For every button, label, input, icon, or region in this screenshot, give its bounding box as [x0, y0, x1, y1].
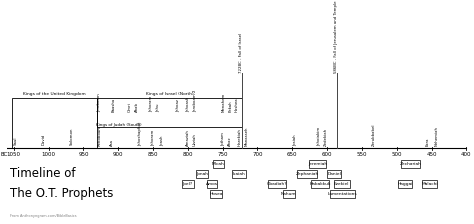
Text: David: David [42, 134, 46, 145]
Text: Saul: Saul [14, 137, 18, 145]
Text: Ahaz: Ahaz [228, 137, 232, 146]
Text: Kings of Judah (South): Kings of Judah (South) [96, 123, 142, 127]
Text: Jeremiah: Jeremiah [308, 162, 327, 166]
Text: Micah: Micah [212, 162, 225, 166]
Text: Jehu: Jehu [156, 104, 161, 112]
Text: Kings of the United Kingdom: Kings of the United Kingdom [23, 92, 85, 96]
Bar [12, 98, 97, 148]
FancyBboxPatch shape [334, 180, 350, 188]
Text: 450: 450 [426, 152, 437, 157]
Text: 600: 600 [322, 152, 332, 157]
Text: 850: 850 [148, 152, 158, 157]
Text: 722BC - Fall of Israel: 722BC - Fall of Israel [239, 32, 243, 73]
Text: Zerubbabel: Zerubbabel [372, 124, 376, 146]
Text: Jehoash: Jehoash [186, 97, 190, 112]
Text: Habakkuk: Habakkuk [310, 182, 331, 186]
Text: 550: 550 [356, 152, 367, 157]
Text: Haggai: Haggai [397, 182, 413, 186]
Text: Hosea: Hosea [210, 192, 223, 196]
Text: Manasseh: Manasseh [245, 127, 249, 146]
Text: Joel?: Joel? [183, 182, 193, 186]
Text: 800: 800 [182, 152, 193, 157]
Text: Jeroboam: Jeroboam [97, 93, 101, 112]
Text: Josiah: Josiah [293, 134, 297, 146]
Text: Amos: Amos [206, 182, 218, 186]
Text: 900: 900 [113, 152, 124, 157]
Text: Amaziah: Amaziah [186, 129, 190, 146]
Text: Joash: Joash [160, 136, 164, 146]
Text: Zephaniah: Zephaniah [295, 172, 319, 176]
Text: Nehemiah: Nehemiah [435, 126, 439, 146]
FancyBboxPatch shape [398, 180, 412, 188]
Text: Daniel: Daniel [327, 172, 341, 176]
FancyBboxPatch shape [401, 160, 420, 168]
Text: Isaiah: Isaiah [233, 172, 246, 176]
Text: Jehoram: Jehoram [150, 96, 154, 112]
Text: Obadiah?: Obadiah? [267, 182, 287, 186]
FancyBboxPatch shape [311, 180, 329, 188]
Text: Menahem: Menahem [221, 93, 225, 112]
FancyBboxPatch shape [330, 190, 355, 198]
Bar [97, 98, 242, 127]
Text: 400: 400 [461, 152, 472, 157]
Text: BC: BC [1, 152, 8, 157]
Text: From Anthonyngram.com/BibleBasics: From Anthonyngram.com/BibleBasics [10, 213, 77, 218]
Text: 586BC - Fall of Jerusalem and Temple: 586BC - Fall of Jerusalem and Temple [334, 0, 337, 73]
Text: Asa: Asa [110, 139, 114, 146]
Text: Malachi: Malachi [421, 182, 438, 186]
Text: Jehoshaphat: Jehoshaphat [138, 122, 142, 146]
FancyBboxPatch shape [309, 160, 326, 168]
Text: 750: 750 [218, 152, 228, 157]
FancyBboxPatch shape [297, 170, 317, 178]
Text: Uzziah: Uzziah [193, 133, 197, 146]
Text: Zedekiah: Zedekiah [324, 128, 328, 146]
FancyBboxPatch shape [210, 190, 222, 198]
Text: Jotham: Jotham [221, 132, 225, 146]
Text: Kings of Israel (North): Kings of Israel (North) [146, 92, 193, 96]
FancyBboxPatch shape [207, 180, 217, 188]
Text: Ezra: Ezra [426, 138, 430, 146]
Text: Timeline of: Timeline of [10, 167, 76, 180]
Text: Hoshea: Hoshea [235, 98, 238, 112]
Text: Ahab: Ahab [135, 102, 139, 112]
FancyBboxPatch shape [196, 170, 208, 178]
Text: 700: 700 [252, 152, 263, 157]
Text: Ezekiel: Ezekiel [334, 182, 349, 186]
Text: Jonah: Jonah [196, 172, 208, 176]
Text: Nahum: Nahum [281, 192, 297, 196]
Text: The O.T. Prophets: The O.T. Prophets [10, 187, 114, 200]
FancyBboxPatch shape [212, 160, 224, 168]
Text: Solomon: Solomon [70, 128, 73, 145]
FancyBboxPatch shape [268, 180, 286, 188]
Text: Rehoboam: Rehoboam [97, 125, 101, 146]
Text: 500: 500 [392, 152, 402, 157]
Text: Baasha: Baasha [112, 98, 116, 112]
Text: 950: 950 [78, 152, 89, 157]
Text: 1050: 1050 [7, 152, 21, 157]
Text: 650: 650 [287, 152, 298, 157]
FancyBboxPatch shape [182, 180, 194, 188]
Text: Jeroboam 2: Jeroboam 2 [193, 90, 197, 112]
Text: Jehoiakim: Jehoiakim [318, 127, 321, 146]
FancyBboxPatch shape [232, 170, 246, 178]
Text: Hezekiah: Hezekiah [237, 128, 241, 146]
Text: Zechariah: Zechariah [400, 162, 421, 166]
Text: 1000: 1000 [42, 152, 55, 157]
Text: Jehoram: Jehoram [152, 130, 155, 146]
FancyBboxPatch shape [283, 190, 295, 198]
Text: Lamentations: Lamentations [328, 192, 357, 196]
Text: Omri: Omri [128, 102, 132, 112]
Text: Jehoaz: Jehoaz [176, 99, 180, 112]
FancyBboxPatch shape [327, 170, 341, 178]
Text: Pekah: Pekah [228, 101, 232, 112]
FancyBboxPatch shape [421, 180, 438, 188]
